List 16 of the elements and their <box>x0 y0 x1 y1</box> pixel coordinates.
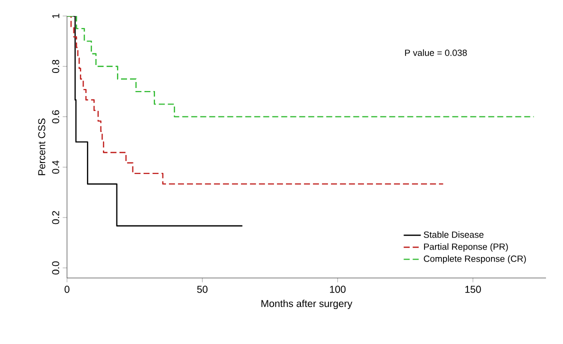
legend-label: Partial Reponse (PR) <box>424 243 508 252</box>
annotation: P value = 0.038 <box>405 49 467 56</box>
y-axis-title: Percent CSS <box>38 118 46 176</box>
y-tick-label: 0.2 <box>52 211 60 224</box>
y-tick-label: 0.0 <box>52 261 60 274</box>
legend-label: Stable Disease <box>424 231 484 238</box>
y-tick-label: 0.4 <box>52 160 60 174</box>
x-tick-label: 0 <box>64 286 70 293</box>
y-tick-label: 0.8 <box>52 60 60 73</box>
y-tick-label: 0.6 <box>52 110 60 124</box>
x-tick-label: 150 <box>465 286 481 293</box>
x-tick-label: 100 <box>330 286 346 293</box>
y-tick-label: 1 <box>52 14 60 18</box>
legend-label: Complete Response (CR) <box>424 255 526 264</box>
x-tick-label: 50 <box>197 286 208 293</box>
x-axis-title: Months after surgery <box>261 300 352 310</box>
